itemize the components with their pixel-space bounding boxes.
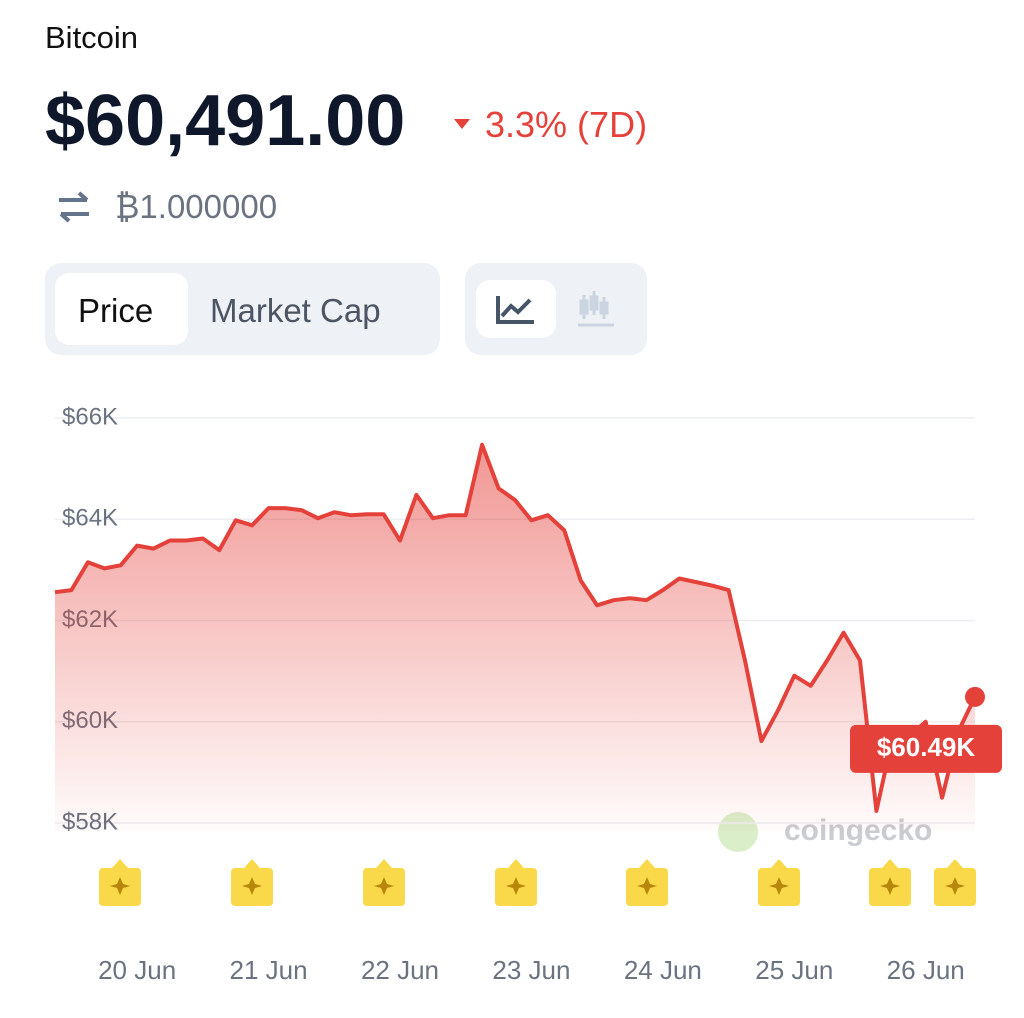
price: $60,491.00 (45, 81, 406, 161)
area-fill (55, 444, 975, 831)
tab-selected-bg (55, 273, 188, 345)
x-tick-label: 25 Jun (755, 955, 833, 985)
y-tick-label: $66K (62, 403, 118, 430)
x-tick-label: 26 Jun (887, 955, 965, 985)
x-tick-label: 24 Jun (624, 955, 702, 985)
price-line (54, 442, 977, 813)
price-change: 3.3% (7D) (485, 104, 648, 145)
price-badge-label: $60.49K (877, 732, 976, 762)
x-tick-label: 23 Jun (492, 955, 570, 985)
price-badge (850, 724, 1002, 773)
x-tick-label: 22 Jun (361, 955, 439, 985)
x-tick-label: 20 Jun (98, 955, 176, 985)
tab-price[interactable]: Price (78, 292, 154, 329)
x-tick-label: 21 Jun (230, 955, 308, 985)
down-arrow (454, 119, 470, 129)
tab-market-cap[interactable]: Market Cap (210, 292, 381, 329)
swap-icon (59, 191, 89, 223)
line-view-button[interactable] (476, 280, 556, 338)
candle-view-button[interactable] (572, 285, 620, 333)
btc-amount: ₿1.000000 (115, 188, 278, 225)
y-tick-label: $64K (62, 505, 118, 532)
current-point (965, 686, 985, 707)
coin-name: Bitcoin (45, 20, 139, 55)
event-markers (99, 859, 976, 906)
